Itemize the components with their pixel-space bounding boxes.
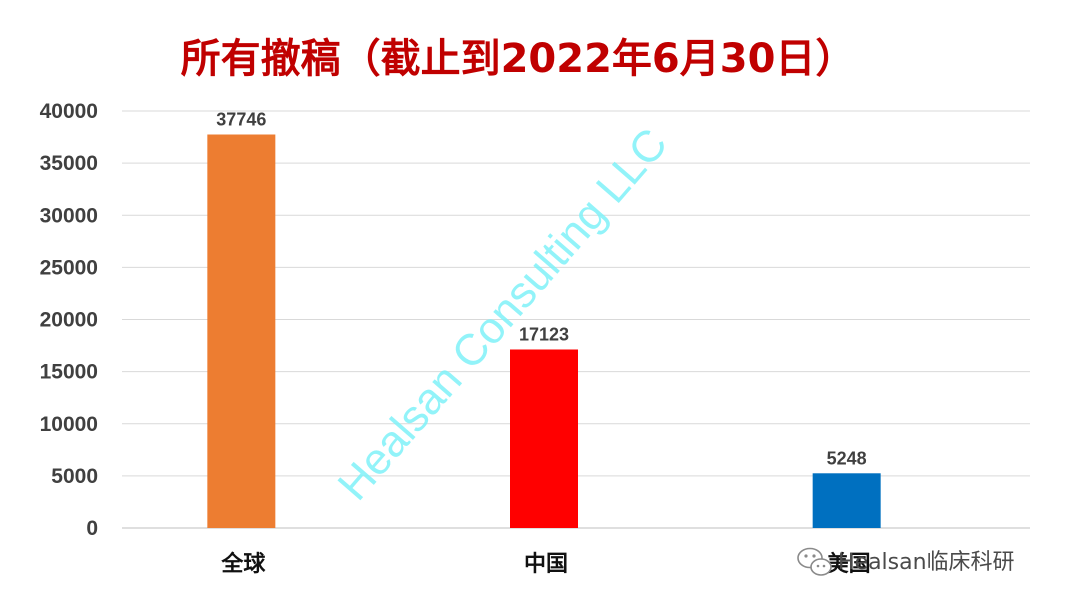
category-label: 美国 xyxy=(827,551,871,577)
y-tick-label: 25000 xyxy=(40,256,98,279)
y-tick-label: 20000 xyxy=(40,309,98,332)
data-labels: 37746 17123 5248 xyxy=(216,109,866,468)
bar xyxy=(510,349,578,528)
y-tick-label: 35000 xyxy=(40,152,98,175)
watermark-text: Healsan Consulting LLC xyxy=(329,119,677,509)
y-tick-label: 5000 xyxy=(51,465,98,488)
category-label: 全球 xyxy=(220,551,266,577)
wechat-icon xyxy=(797,547,832,576)
bar xyxy=(812,473,881,528)
wechat-account-name: Healsan临床科研 xyxy=(838,550,1015,575)
data-label: 5248 xyxy=(827,448,867,468)
bar xyxy=(207,134,276,528)
y-tick-label: 40000 xyxy=(40,100,98,123)
data-label: 37746 xyxy=(216,109,266,129)
y-tick-label: 15000 xyxy=(40,361,98,384)
category-label: 中国 xyxy=(524,552,568,577)
y-tick-label: 0 xyxy=(86,517,98,540)
bars xyxy=(207,134,881,528)
y-tick-label: 10000 xyxy=(40,413,98,436)
data-label: 17123 xyxy=(519,324,569,344)
wechat-overlay: Healsan临床科研 xyxy=(797,547,1015,576)
x-axis-categories: 全球 中国 美国 xyxy=(220,551,870,577)
y-axis-ticks: 0 5000 10000 15000 20000 25000 30000 35000 40000 xyxy=(40,100,98,540)
y-tick-label: 30000 xyxy=(40,204,98,227)
chart-title: 所有撤稿（截止到2022年6月30日） xyxy=(181,36,856,82)
